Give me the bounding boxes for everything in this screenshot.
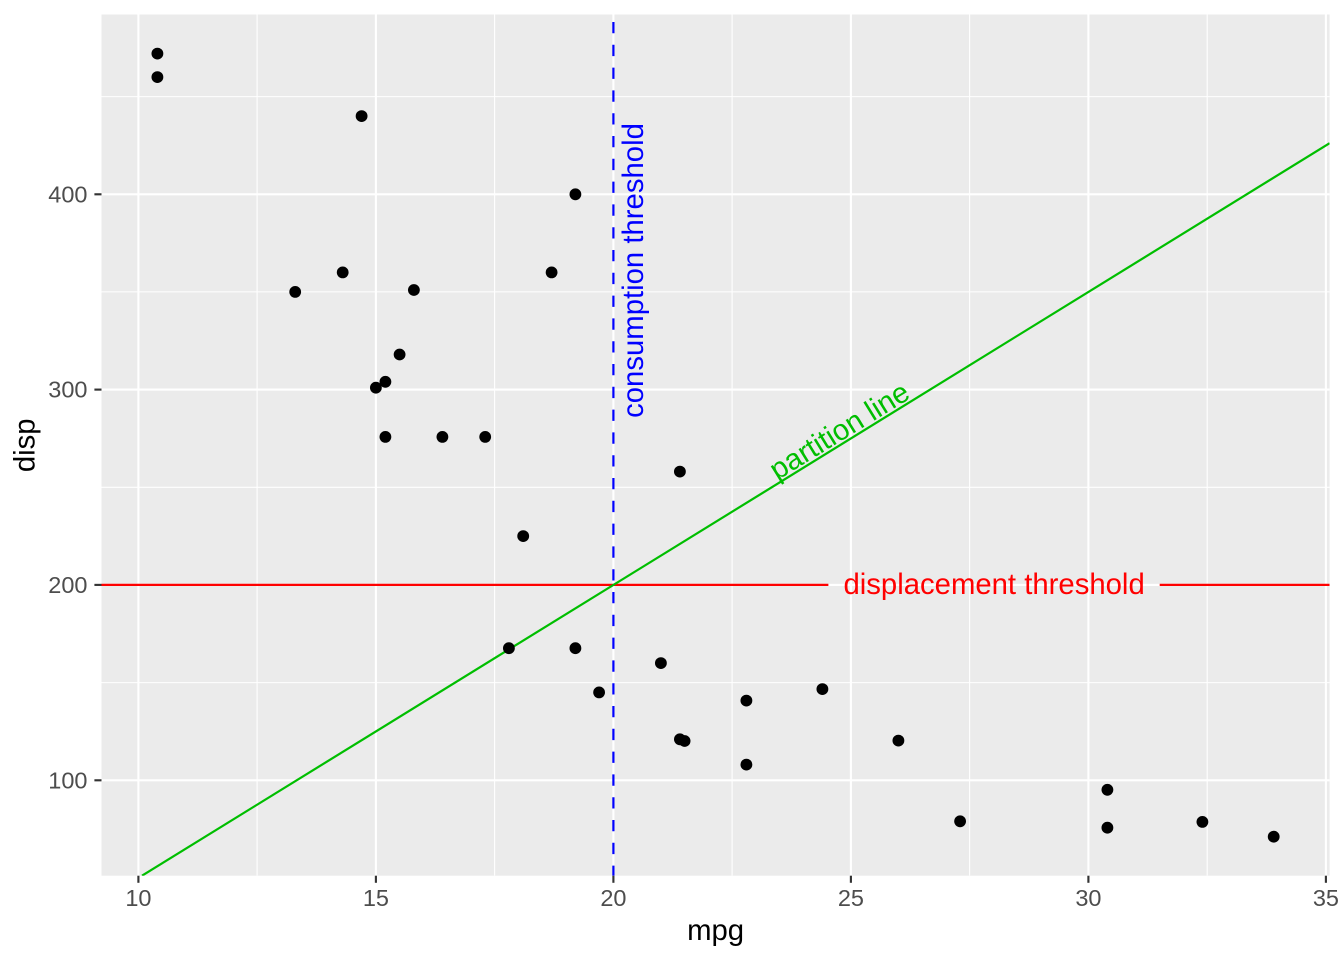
svg-text:30: 30 [1075, 885, 1101, 911]
svg-text:100: 100 [48, 767, 87, 793]
svg-text:disp: disp [9, 418, 42, 472]
svg-text:mpg: mpg [687, 914, 744, 947]
svg-text:displacement threshold: displacement threshold [843, 568, 1144, 601]
svg-text:300: 300 [48, 377, 87, 403]
svg-text:10: 10 [125, 885, 151, 911]
svg-text:400: 400 [48, 181, 87, 207]
svg-text:200: 200 [48, 572, 87, 598]
svg-text:consumption threshold: consumption threshold [617, 123, 650, 418]
svg-text:20: 20 [600, 885, 626, 911]
svg-text:35: 35 [1313, 885, 1339, 911]
svg-text:25: 25 [838, 885, 864, 911]
svg-text:15: 15 [363, 885, 389, 911]
